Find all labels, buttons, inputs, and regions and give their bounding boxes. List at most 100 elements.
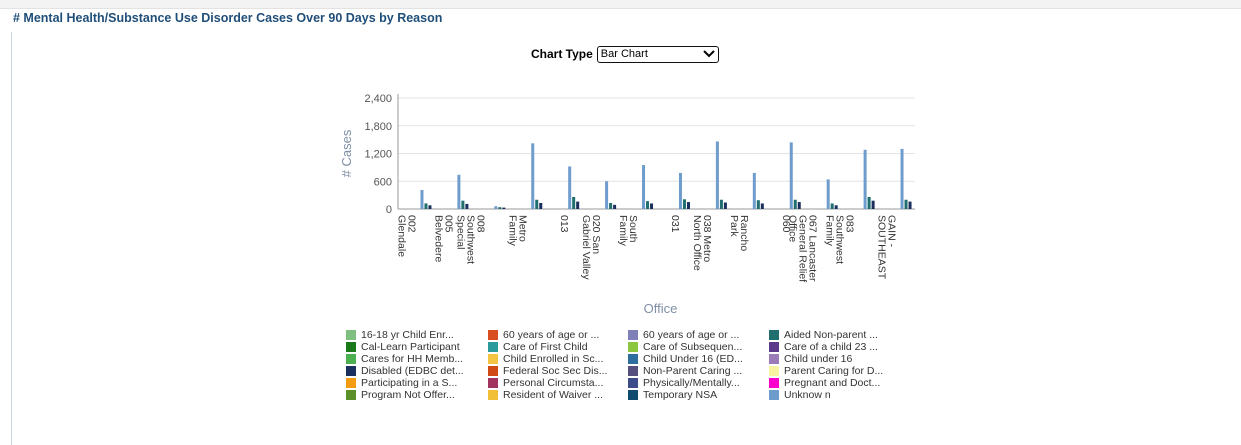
bar — [678, 172, 682, 209]
legend-label: 16-18 yr Child Enr... — [361, 329, 454, 341]
x-tick-label-line: 060 — [780, 215, 792, 233]
legend-swatch — [769, 330, 779, 340]
legend-item: Care of First Child — [488, 341, 588, 353]
legend-label: 60 years of age or ... — [503, 329, 600, 341]
x-tick-label: 031 — [669, 215, 681, 233]
x-tick-label-line: Gabriel Valley — [580, 215, 592, 280]
bar — [531, 143, 535, 209]
bar — [867, 196, 871, 209]
bar — [789, 142, 793, 209]
legend-label: Care of First Child — [503, 341, 588, 353]
legend-item: Non-Parent Caring ... — [628, 365, 742, 377]
x-tick-label-line: Family — [824, 215, 836, 247]
page-title: # Mental Health/Substance Use Disorder C… — [13, 11, 443, 25]
chart-type-control: Chart Type Bar Chart — [531, 44, 719, 64]
legend-item: Child under 16 — [769, 353, 852, 365]
legend-swatch — [769, 366, 779, 376]
legend-item: Care of Subsequen... — [628, 341, 742, 353]
x-tick-label-line: Glendale — [395, 215, 407, 257]
legend-swatch — [769, 342, 779, 352]
x-tick-label-line: 067 Lancaster — [807, 215, 819, 282]
legend-label: Program Not Offer... — [361, 389, 455, 401]
legend-swatch — [628, 342, 638, 352]
x-tick-label-line: Southwest — [464, 215, 476, 264]
bar — [646, 201, 650, 209]
y-axis-title: # Cases — [339, 129, 354, 177]
bar — [650, 203, 654, 209]
bar — [572, 196, 576, 209]
bar — [605, 181, 609, 209]
bar — [797, 202, 801, 209]
y-tick-label: 0 — [386, 204, 392, 216]
bar — [904, 199, 908, 209]
legend-swatch — [488, 330, 498, 340]
legend-label: Personal Circumsta... — [503, 377, 604, 389]
legend-label: Unknow n — [784, 389, 831, 401]
legend-item: Disabled (EDBC det... — [346, 365, 464, 377]
bar — [682, 199, 686, 209]
legend-item: Child Under 16 (ED... — [628, 353, 743, 365]
legend-item: Unknow n — [769, 389, 831, 401]
legend-swatch — [628, 378, 638, 388]
x-tick-label: GAIN -SOUTHEAST — [876, 215, 898, 280]
panel-left-border — [11, 32, 12, 445]
x-tick-label-line: North Office — [691, 215, 703, 271]
bar — [826, 179, 830, 209]
bar — [539, 202, 543, 209]
report-panel: # Mental Health/Substance Use Disorder C… — [0, 8, 1241, 445]
legend-swatch — [628, 390, 638, 400]
x-tick-label-line: 020 San — [590, 215, 602, 254]
bar — [686, 202, 690, 209]
legend-item: 16-18 yr Child Enr... — [346, 329, 454, 341]
legend-swatch — [628, 330, 638, 340]
bar — [715, 141, 719, 209]
x-tick-label-line: Southwest — [834, 215, 846, 264]
legend-item: Participating in a S... — [346, 377, 457, 389]
chart-type-select[interactable]: Bar Chart — [596, 45, 719, 63]
legend-swatch — [346, 378, 356, 388]
legend-label: Disabled (EDBC det... — [361, 365, 464, 377]
legend-item: Parent Caring for D... — [769, 365, 883, 377]
chart-type-value: Bar Chart — [600, 48, 648, 60]
x-tick-label-line: 083 — [844, 215, 856, 233]
x-tick-label-line: GAIN - — [886, 215, 898, 248]
x-tick-label-line: Special — [454, 215, 466, 249]
bar — [834, 205, 838, 209]
bar — [568, 166, 572, 209]
legend-label: Child under 16 — [784, 353, 853, 365]
y-tick-label: 2,400 — [364, 93, 392, 105]
bar — [420, 190, 424, 209]
legend-swatch — [346, 330, 356, 340]
y-tick-label: 1,800 — [364, 121, 392, 133]
bar — [900, 148, 904, 209]
top-toolbar-strip — [0, 0, 1241, 9]
legend-item: Child Enrolled in Sc... — [488, 353, 603, 365]
bar — [863, 149, 867, 209]
bar — [535, 199, 539, 209]
legend-label: Participating in a S... — [361, 377, 458, 389]
legend-swatch — [346, 354, 356, 364]
legend-item: 60 years of age or ... — [628, 329, 739, 341]
legend-swatch — [769, 378, 779, 388]
legend-label: Cal-Learn Participant — [361, 341, 460, 353]
bar — [609, 202, 613, 209]
legend-label: Care of Subsequen... — [643, 341, 743, 353]
legend-item: Pregnant and Doct... — [769, 377, 880, 389]
bar — [494, 206, 498, 209]
legend-label: Physically/Mentally... — [643, 377, 740, 389]
legend-label: Aided Non-parent ... — [784, 329, 878, 341]
bar — [830, 203, 834, 209]
legend-label: 60 years of age or ... — [643, 329, 740, 341]
bar — [719, 199, 723, 209]
x-tick-label-line: 013 — [558, 215, 570, 233]
bar — [498, 207, 502, 209]
bar — [756, 200, 760, 209]
legend-label: Federal Soc Sec Dis... — [503, 365, 608, 377]
legend-swatch — [628, 354, 638, 364]
